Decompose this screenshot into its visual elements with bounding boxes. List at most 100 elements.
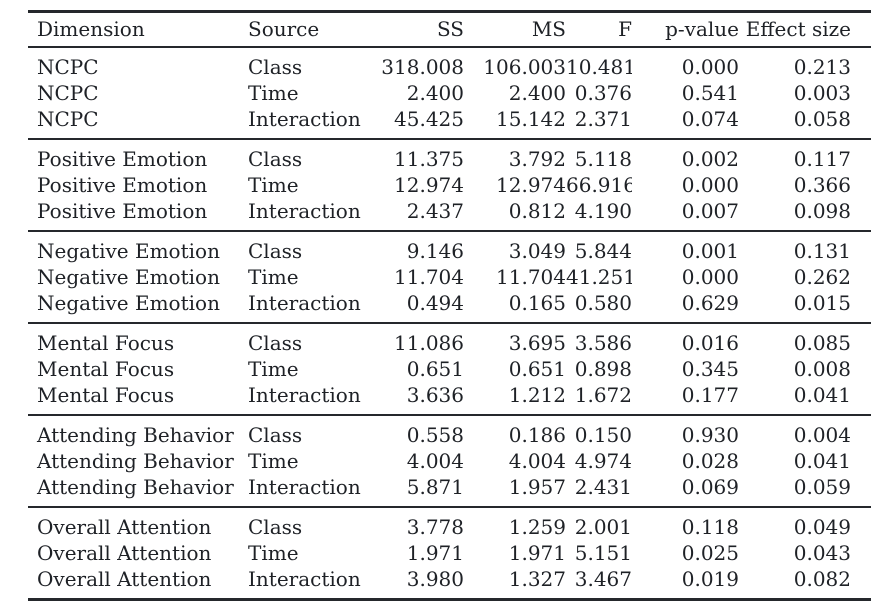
cell-dimension: Mental Focus	[37, 331, 175, 355]
cell-f: 2.001	[574, 515, 632, 539]
cell-ss: 11.375	[394, 147, 464, 171]
cell-effect_size: 0.003	[793, 81, 851, 105]
cell-source: Time	[248, 265, 299, 289]
cell-p_value: 0.000	[681, 173, 739, 197]
table-row: Negative Emotion Time 11.704 11.704 41.251 0.…	[28, 264, 871, 290]
cell-source: Interaction	[248, 199, 361, 223]
cell-p_value: 0.019	[681, 567, 739, 591]
table-row: NCPC Time 2.400 2.400 0.376 0.541 0.003	[28, 80, 871, 106]
cell-dimension: Mental Focus	[37, 383, 175, 407]
table-row: Overall Attention Class 3.778 1.259 2.001 0.1…	[28, 507, 871, 540]
cell-effect_size: 0.059	[793, 475, 851, 499]
column-header-f: F	[618, 17, 632, 41]
header-row: Dimension Source SS MS F p-value Effect …	[28, 12, 871, 48]
cell-f: 0.150	[574, 423, 632, 447]
cell-source: Time	[248, 541, 299, 565]
cell-source: Time	[248, 173, 299, 197]
table-row: Attending Behavior Time 4.004 4.004 4.974 0.0…	[28, 448, 871, 474]
cell-f: 0.376	[574, 81, 632, 105]
cell-dimension: Overall Attention	[37, 567, 212, 591]
cell-source: Class	[248, 423, 303, 447]
cell-source: Interaction	[248, 107, 361, 131]
cell-p_value: 0.177	[681, 383, 739, 407]
cell-ms: 11.704	[496, 265, 566, 289]
cell-source: Class	[248, 331, 303, 355]
cell-ms: 3.049	[508, 239, 566, 263]
cell-p_value: 0.002	[681, 147, 739, 171]
cell-source: Class	[248, 55, 303, 79]
cell-ms: 1.957	[508, 475, 566, 499]
cell-dimension: Negative Emotion	[37, 291, 220, 315]
cell-f: 1.672	[574, 383, 632, 407]
cell-ms: 0.812	[508, 199, 566, 223]
cell-source: Class	[248, 147, 303, 171]
cell-f: 5.118	[574, 147, 632, 171]
cell-p_value: 0.069	[681, 475, 739, 499]
table-row: Negative Emotion Interaction 0.494 0.165 0.5…	[28, 290, 871, 323]
cell-f: 10.481	[566, 55, 632, 79]
table-row: Negative Emotion Class 9.146 3.049 5.844 0.00…	[28, 231, 871, 264]
table-group: Attending Behavior Class 0.558 0.186 0.150 0.…	[28, 415, 871, 507]
cell-effect_size: 0.004	[793, 423, 851, 447]
cell-source: Class	[248, 515, 303, 539]
cell-source: Interaction	[248, 383, 361, 407]
cell-ss: 12.974	[394, 173, 464, 197]
cell-ss: 1.971	[406, 541, 464, 565]
cell-p_value: 0.001	[681, 239, 739, 263]
table-group: NCPC Class 318.008 106.003 10.481 0.000 0.213 N…	[28, 47, 871, 139]
cell-ms: 3.792	[508, 147, 566, 171]
cell-dimension: Overall Attention	[37, 515, 212, 539]
cell-source: Time	[248, 449, 299, 473]
cell-p_value: 0.629	[681, 291, 739, 315]
cell-ms: 1.259	[508, 515, 566, 539]
cell-dimension: Attending Behavior	[37, 423, 234, 447]
column-header-source: Source	[248, 17, 320, 41]
cell-dimension: Overall Attention	[37, 541, 212, 565]
table-row: NCPC Class 318.008 106.003 10.481 0.000 0.213	[28, 47, 871, 80]
table-row: Positive Emotion Time 12.974 12.974 66.916 0.…	[28, 172, 871, 198]
cell-effect_size: 0.117	[793, 147, 851, 171]
cell-p_value: 0.345	[681, 357, 739, 381]
table-row: Mental Focus Interaction 3.636 1.212 1.672 0.…	[28, 382, 871, 415]
cell-f: 0.898	[574, 357, 632, 381]
cell-dimension: NCPC	[37, 81, 99, 105]
cell-ss: 11.086	[394, 331, 464, 355]
table-group: Negative Emotion Class 9.146 3.049 5.844 0.00…	[28, 231, 871, 323]
column-header-ss: SS	[436, 17, 464, 41]
cell-p_value: 0.074	[681, 107, 739, 131]
cell-dimension: Positive Emotion	[37, 147, 208, 171]
cell-effect_size: 0.262	[793, 265, 851, 289]
cell-f: 3.586	[574, 331, 632, 355]
table-row: Overall Attention Interaction 3.980 1.327 3.…	[28, 566, 871, 600]
cell-source: Time	[248, 81, 299, 105]
cell-f: 66.916	[566, 173, 632, 197]
column-header-ms: MS	[531, 17, 566, 41]
cell-effect_size: 0.041	[793, 449, 851, 473]
cell-ss: 3.980	[406, 567, 464, 591]
table-row: Attending Behavior Interaction 5.871 1.957 2…	[28, 474, 871, 507]
cell-ms: 3.695	[508, 331, 566, 355]
cell-effect_size: 0.008	[793, 357, 851, 381]
cell-f: 3.467	[574, 567, 632, 591]
cell-p_value: 0.000	[681, 55, 739, 79]
cell-ss: 5.871	[406, 475, 464, 499]
cell-ss: 0.494	[406, 291, 464, 315]
table-row: Attending Behavior Class 0.558 0.186 0.150 0.…	[28, 415, 871, 448]
column-header-p-value: p-value	[665, 17, 739, 41]
cell-source: Interaction	[248, 291, 361, 315]
cell-effect_size: 0.098	[793, 199, 851, 223]
cell-ms: 2.400	[508, 81, 566, 105]
cell-ms: 0.165	[508, 291, 566, 315]
cell-ss: 2.437	[406, 199, 464, 223]
cell-effect_size: 0.015	[793, 291, 851, 315]
cell-ss: 2.400	[406, 81, 464, 105]
cell-ms: 106.003	[483, 55, 566, 79]
cell-ms: 0.186	[508, 423, 566, 447]
cell-effect_size: 0.049	[793, 515, 851, 539]
cell-f: 5.151	[574, 541, 632, 565]
table-row: NCPC Interaction 45.425 15.142 2.371 0.074 0.0…	[28, 106, 871, 139]
cell-dimension: Attending Behavior	[37, 449, 234, 473]
table-row: Mental Focus Time 0.651 0.651 0.898 0.345 0.00…	[28, 356, 871, 382]
cell-f: 2.431	[574, 475, 632, 499]
